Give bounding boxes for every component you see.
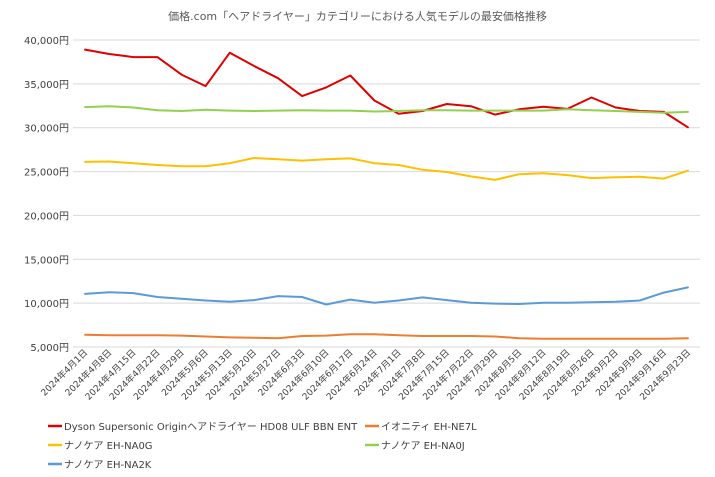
chart-title: 価格.com「ヘアドライヤー」カテゴリーにおける人気モデルの最安価格推移 bbox=[168, 9, 547, 23]
series-line-3 bbox=[84, 157, 689, 181]
legend-label: ナノケア EH-NA2K bbox=[64, 459, 152, 471]
legend-label: イオニティ EH-NE7L bbox=[381, 421, 477, 433]
y-tick-label: 30,000円 bbox=[24, 124, 69, 135]
series-line-2 bbox=[84, 333, 689, 340]
y-tick-label: 15,000円 bbox=[24, 255, 69, 266]
legend-label: Dyson Supersonic Originヘアドライヤー HD08 ULF … bbox=[64, 421, 358, 433]
y-axis-ticks: 5,000円 10,000円 15,000円 20,000円 25,000円 30,000… bbox=[24, 36, 69, 354]
y-tick-label: 10,000円 bbox=[24, 299, 69, 310]
legend-label: ナノケア EH-NA0G bbox=[64, 440, 153, 452]
series-line-4 bbox=[84, 105, 689, 114]
y-tick-label: 40,000円 bbox=[24, 36, 69, 47]
grid-lines bbox=[73, 39, 700, 348]
series-line-5 bbox=[84, 286, 689, 306]
series-lines bbox=[84, 48, 689, 340]
y-tick-label: 25,000円 bbox=[24, 168, 69, 179]
series-line-1 bbox=[84, 48, 689, 129]
y-tick-label: 35,000円 bbox=[24, 80, 69, 91]
legend: Dyson Supersonic Originヘアドライヤー HD08 ULF … bbox=[48, 421, 477, 471]
y-tick-label: 5,000円 bbox=[30, 343, 69, 354]
y-tick-label: 20,000円 bbox=[24, 211, 69, 222]
x-axis-ticks: 2024年4月1日2024年4月8日2024年4月15日2024年4月22日20… bbox=[38, 347, 693, 403]
legend-label: ナノケア EH-NA0J bbox=[381, 440, 465, 452]
